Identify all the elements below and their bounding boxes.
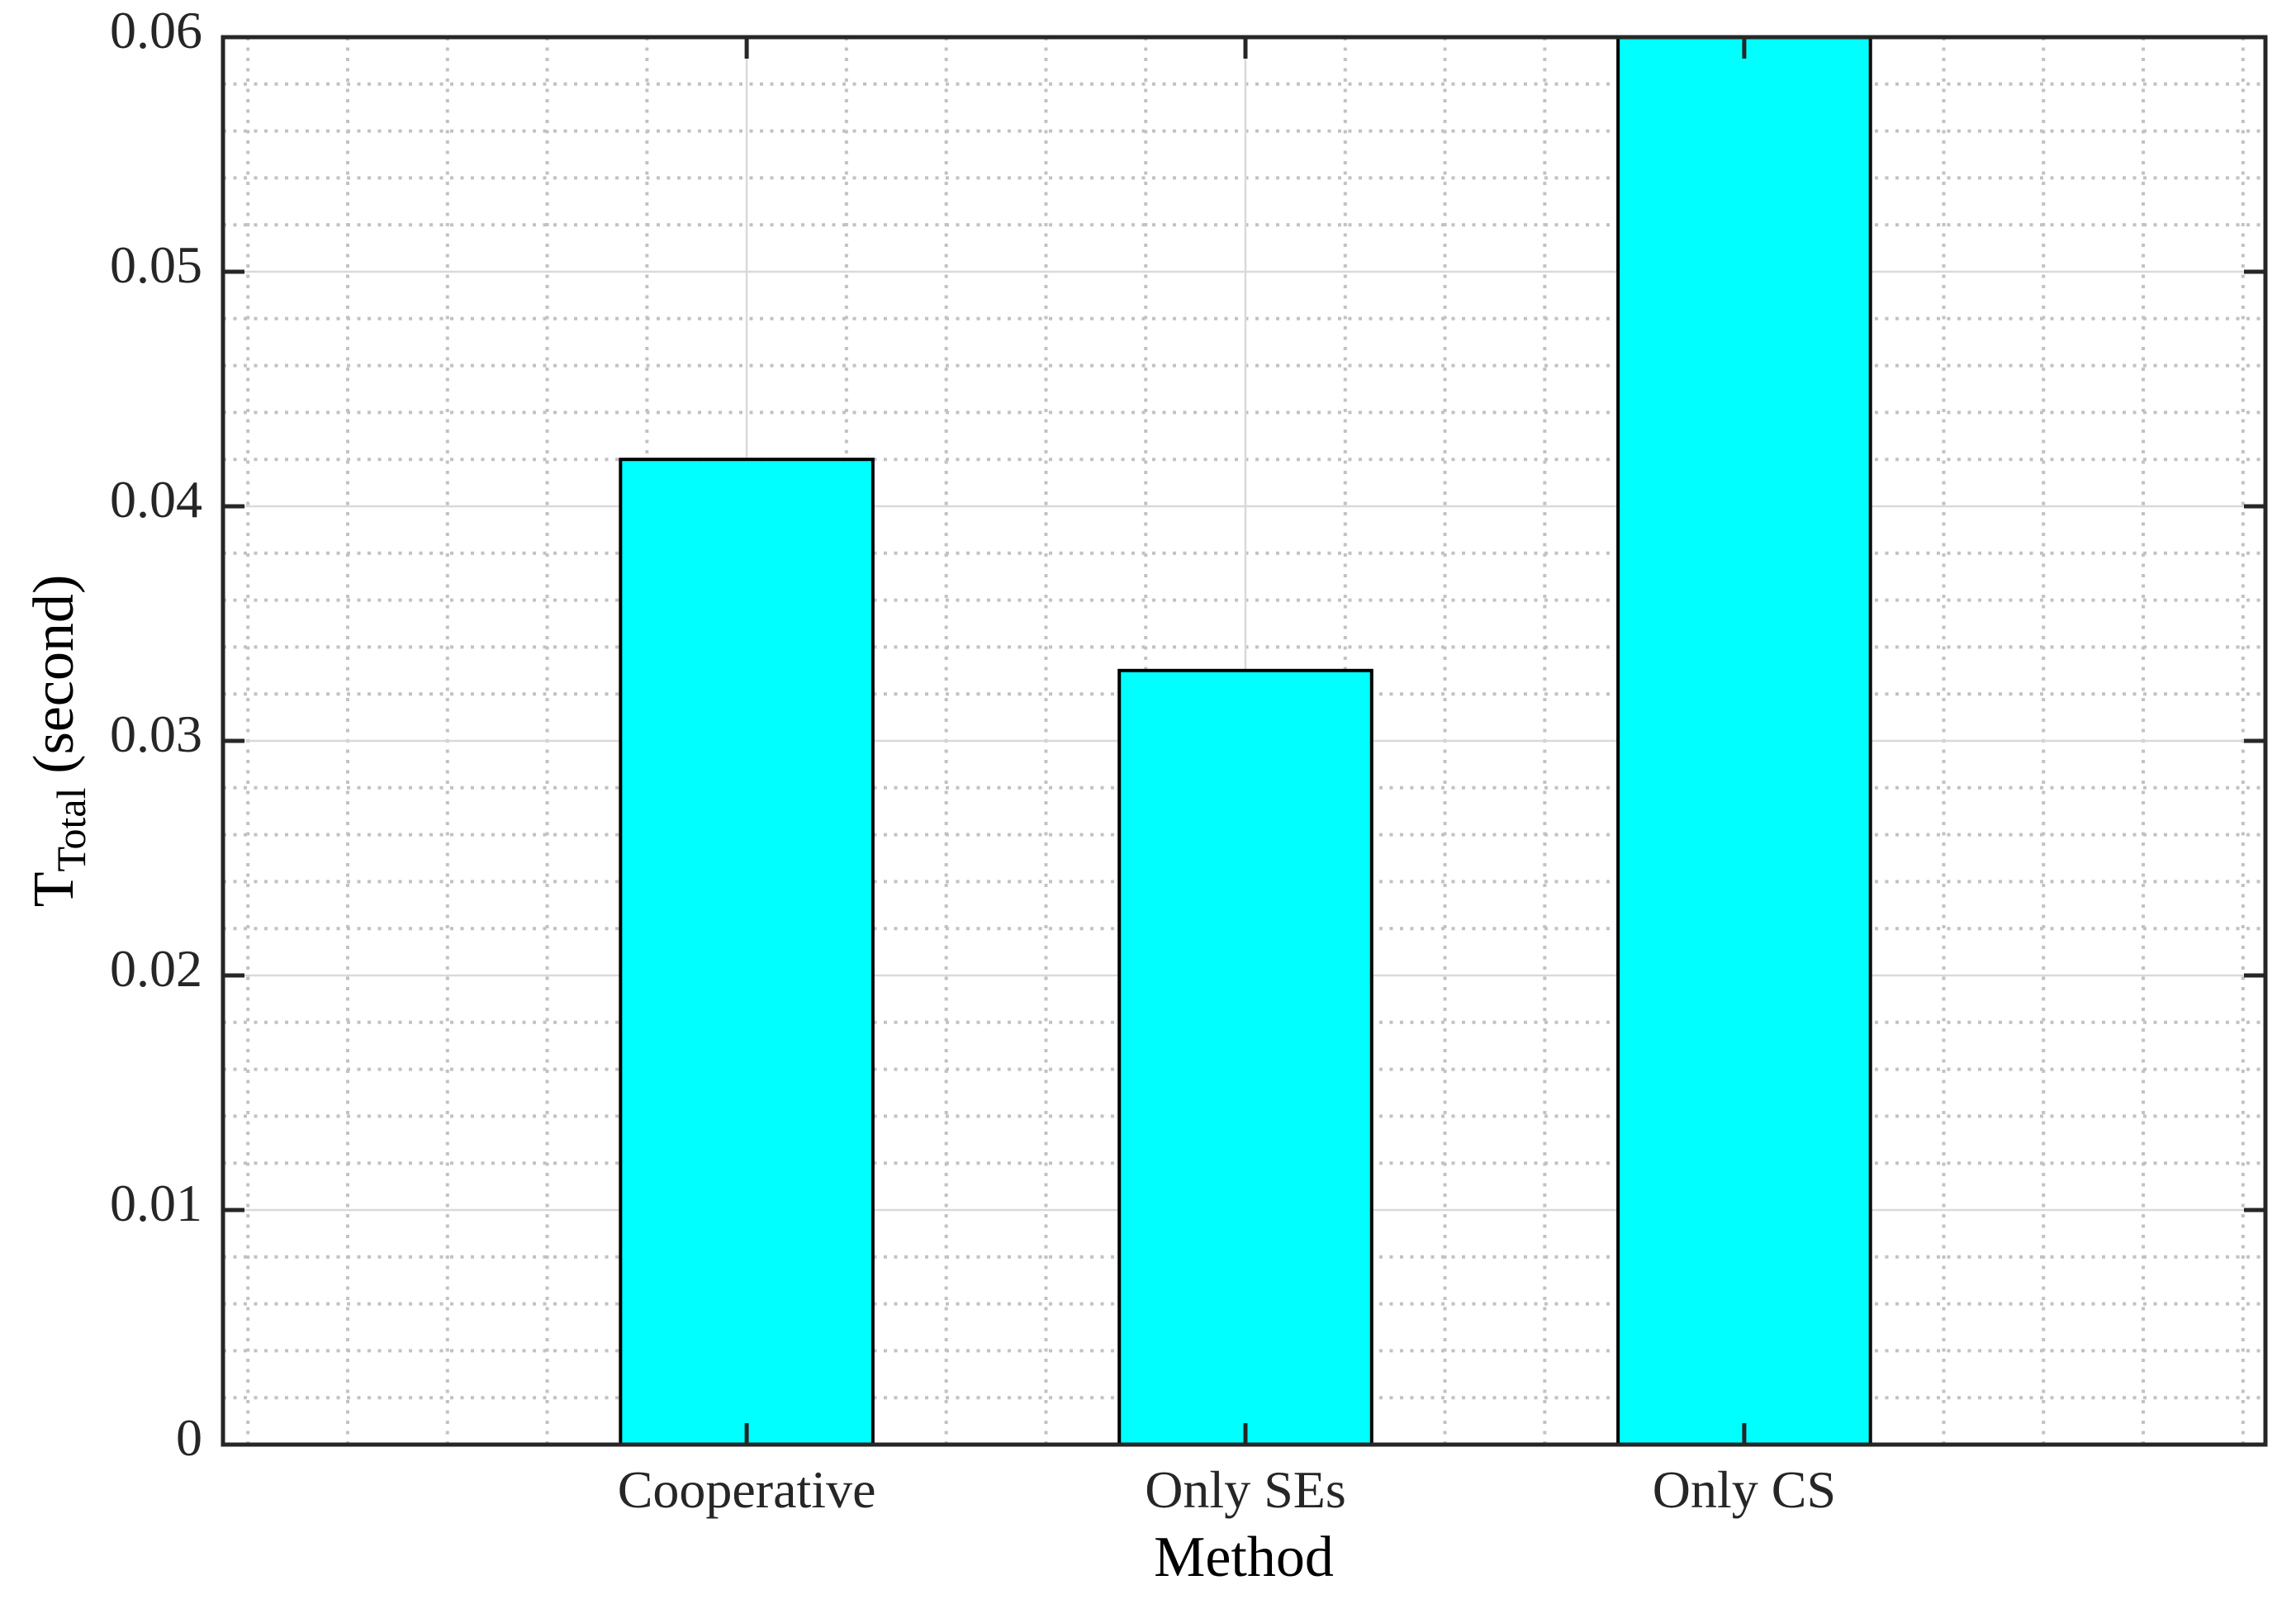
y-tick-label-0.05: 0.05 (110, 235, 202, 294)
bar-cooperative (619, 458, 875, 1447)
y-tick-label-0.02: 0.02 (110, 939, 202, 998)
y-tick-label-0.06: 0.06 (110, 1, 202, 59)
y-axis-label-unit: (second) (22, 574, 86, 774)
bar-only-cs (1616, 36, 1872, 1446)
y-tick-label-0: 0 (176, 1408, 202, 1467)
y-tick-label-0.04: 0.04 (110, 470, 202, 529)
x-tick-label-only-cs: Only CS (1652, 1460, 1837, 1519)
bar-only-ses (1117, 668, 1373, 1446)
x-axis-label: Method (1154, 1526, 1334, 1589)
x-tick-label-cooperative: Cooperative (617, 1460, 876, 1519)
y-axis-label-subscript: Total (48, 787, 94, 872)
y-axis-label: TTotal (second) (22, 574, 94, 908)
y-tick-label-0.03: 0.03 (110, 705, 202, 763)
y-tick-label-0.01: 0.01 (110, 1174, 202, 1232)
y-axis-label-symbol: T (22, 871, 86, 908)
x-tick-label-only-ses: Only SEs (1145, 1460, 1346, 1519)
